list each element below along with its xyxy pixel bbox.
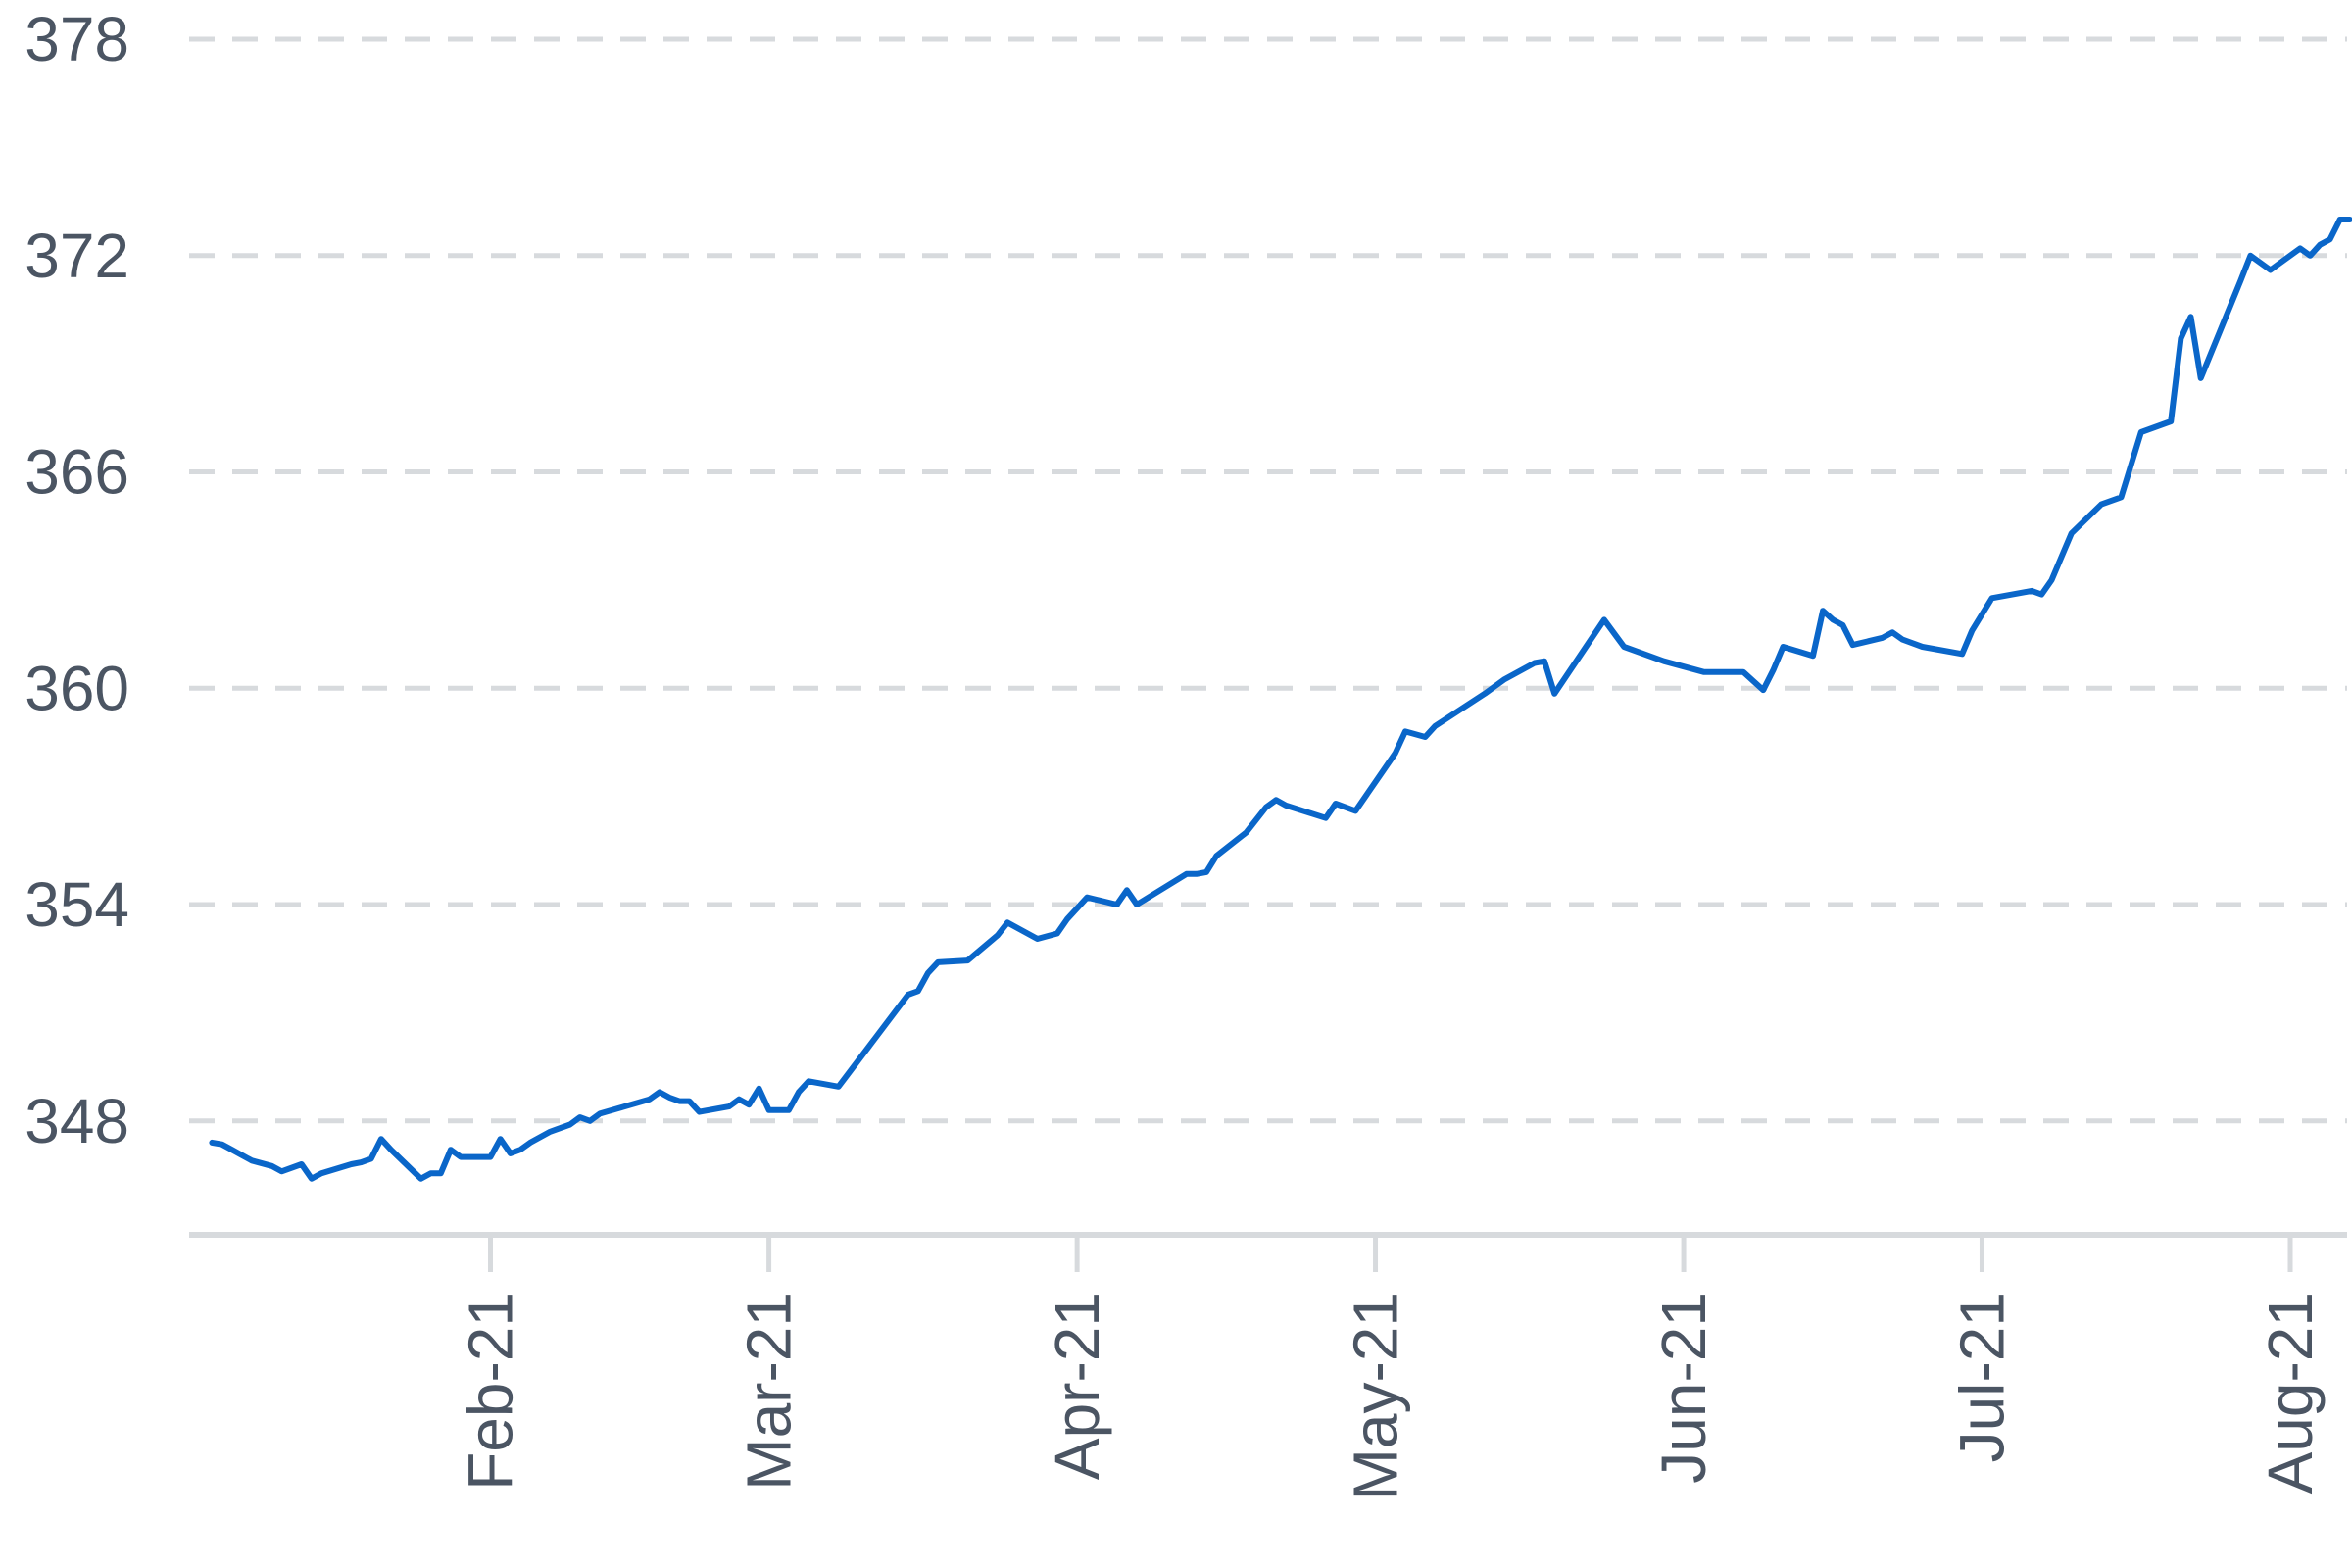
y-tick-label: 354 bbox=[24, 869, 129, 940]
x-axis-ticks: Feb-21 Mar-21 Apr-21 May-21 Jun-21 Jul-21 Aug-… bbox=[456, 1235, 2326, 1500]
y-tick-label: 360 bbox=[24, 653, 129, 723]
x-tick-label: May-21 bbox=[1341, 1292, 1411, 1500]
x-tick-label: Mar-21 bbox=[734, 1292, 805, 1491]
x-tick-label: Apr-21 bbox=[1042, 1292, 1112, 1480]
y-tick-label: 372 bbox=[24, 220, 129, 291]
x-tick-label: Aug-21 bbox=[2255, 1292, 2326, 1494]
x-tick-label: Jul-21 bbox=[1946, 1292, 2017, 1462]
series-line-0 bbox=[209, 217, 2352, 1182]
series-layer bbox=[209, 217, 2352, 1182]
x-tick-label: Feb-21 bbox=[456, 1292, 526, 1491]
gridlines bbox=[189, 36, 2347, 1124]
x-tick-label: Jun-21 bbox=[1648, 1292, 1719, 1484]
y-tick-label: 378 bbox=[24, 4, 129, 74]
y-axis-tick-labels: 348 354 360 366 372 378 bbox=[24, 4, 129, 1156]
y-tick-label: 348 bbox=[24, 1086, 129, 1156]
y-tick-label: 366 bbox=[24, 437, 129, 508]
